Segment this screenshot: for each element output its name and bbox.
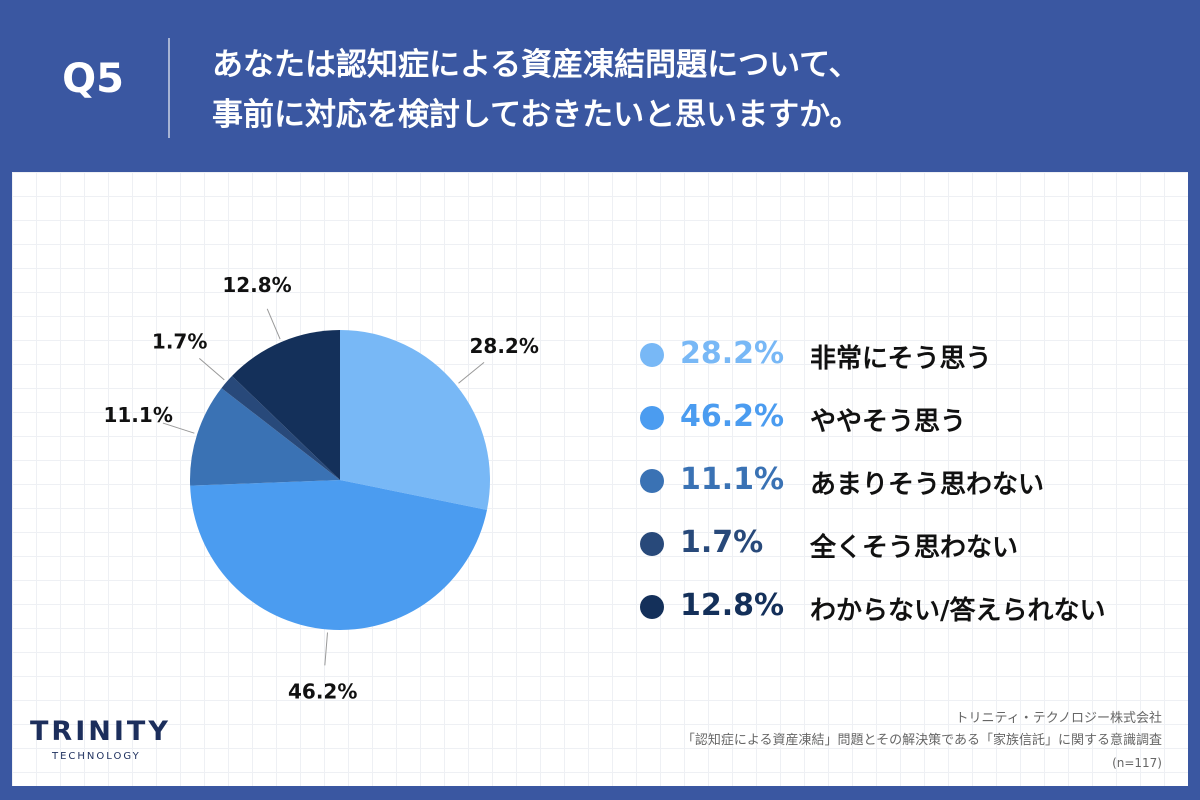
pie-slice-3	[190, 388, 340, 486]
question-title-line-2: 事前に対応を検討しておきたいと思いますか。	[212, 97, 861, 133]
legend-swatch	[640, 469, 664, 493]
leader-line-1	[458, 361, 485, 384]
pie-slice-2	[190, 480, 487, 630]
question-number: Q5	[62, 56, 124, 102]
legend-item-5: 12.8% わからない/答えられない	[630, 582, 1190, 645]
legend-percent: 46.2%	[680, 399, 785, 434]
question-title-line-1: あなたは認知症による資産凍結問題について、	[212, 47, 860, 83]
legend-swatch	[640, 595, 664, 619]
legend-swatch	[640, 406, 664, 430]
header-divider	[168, 38, 170, 138]
legend-item-1: 28.2% 非常にそう思う	[630, 330, 1190, 393]
legend-percent: 11.1%	[680, 462, 785, 497]
legend-label: あまりそう思わない	[810, 470, 1045, 500]
legend-swatch	[640, 532, 664, 556]
data-label-3: 11.1%	[103, 403, 172, 427]
legend-label: ややそう思う	[810, 407, 967, 437]
data-label-2: 46.2%	[288, 679, 357, 703]
legend-label: 非常にそう思う	[810, 344, 992, 374]
logo-main-text: TRINITY	[30, 716, 171, 747]
legend-percent: 1.7%	[680, 525, 764, 560]
legend-label: わからない/答えられない	[810, 596, 1106, 626]
leader-line-3	[162, 422, 195, 434]
header: Q5 あなたは認知症による資産凍結問題について、 事前に対応を検討しておきたいと…	[0, 0, 1200, 172]
leader-line-5	[266, 308, 281, 340]
source-survey: 「認知症による資産凍結」問題とその解決策である「家族信託」に関する意識調査	[681, 733, 1162, 748]
pie-chart: 28.2% 46.2% 11.1% 1.7% 12.8%	[103, 273, 538, 703]
leader-line-4	[198, 357, 225, 381]
legend-item-4: 1.7% 全くそう思わない	[630, 519, 1190, 582]
company-logo: TRINITY TECHNOLOGY	[30, 716, 180, 762]
legend-percent: 28.2%	[680, 336, 785, 371]
leader-line-2	[324, 632, 329, 666]
pie-slice-1	[340, 330, 490, 510]
data-label-5: 12.8%	[222, 273, 291, 297]
data-label-4: 1.7%	[152, 329, 207, 353]
chart-panel: 28.2% 46.2% 11.1% 1.7% 12.8% 28.2% 非常にそう思う 46.…	[12, 172, 1188, 786]
source-company: トリニティ・テクノロジー株式会社	[955, 711, 1162, 726]
pie-slice-4	[221, 375, 340, 480]
legend-item-2: 46.2% ややそう思う	[630, 393, 1190, 456]
logo-sub-text: TECHNOLOGY	[52, 751, 141, 762]
data-label-1: 28.2%	[469, 334, 538, 358]
question-title: あなたは認知症による資産凍結問題について、 事前に対応を検討しておきたいと思いま…	[212, 40, 1172, 140]
legend-percent: 12.8%	[680, 588, 785, 623]
pie-slice-5	[231, 330, 340, 480]
legend-item-3: 11.1% あまりそう思わない	[630, 456, 1190, 519]
legend-swatch	[640, 343, 664, 367]
chart-legend: 28.2% 非常にそう思う 46.2% ややそう思う 11.1% あまりそう思わない 1.7…	[630, 330, 1190, 645]
source-sample-size: (n=117)	[1112, 756, 1162, 770]
source-note: トリニティ・テクノロジー株式会社 「認知症による資産凍結」問題とその解決策である…	[682, 708, 1162, 774]
legend-label: 全くそう思わない	[810, 533, 1019, 563]
